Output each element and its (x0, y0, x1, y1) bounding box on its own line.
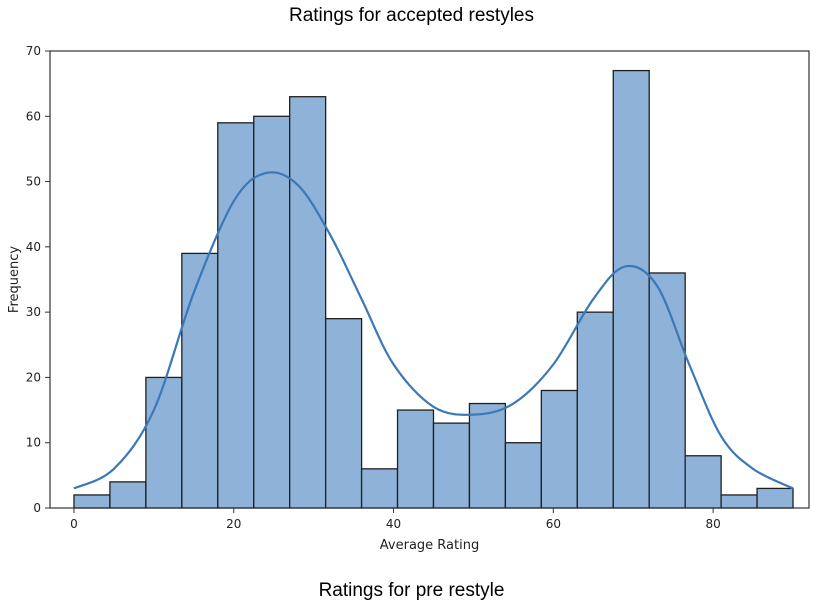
histogram-bar (720, 494, 758, 509)
histogram-bar (109, 481, 147, 509)
x-tick-label: 40 (386, 517, 401, 531)
histogram-bar (540, 389, 578, 509)
y-tick-label: 40 (26, 240, 41, 254)
histogram-bar (289, 96, 327, 509)
histogram-bar (432, 422, 471, 509)
x-tick-label: 80 (705, 517, 720, 531)
histogram-bar (181, 252, 219, 509)
y-axis: 0 10 20 30 40 50 60 70 (26, 44, 50, 515)
x-tick-label: 20 (226, 517, 241, 531)
y-tick-label: 70 (26, 44, 41, 58)
x-axis: 0 20 40 60 80 (70, 508, 721, 531)
kde-group (73, 171, 794, 490)
histogram-bar (360, 468, 399, 509)
y-tick-label: 10 (26, 436, 41, 450)
histogram-bar (324, 318, 363, 509)
kde-line (73, 171, 794, 490)
histogram-bar (576, 311, 614, 509)
chart-title-top: Ratings for accepted restyles (288, 5, 534, 26)
bottom-caption: Ratings for pre restyle (318, 580, 505, 601)
histogram-bar (468, 402, 507, 509)
histogram-bar (217, 122, 255, 509)
y-tick-label: 30 (26, 305, 41, 319)
x-axis-label: Average Rating (380, 538, 479, 553)
bars-group (73, 69, 794, 509)
histogram-bar (612, 69, 650, 509)
histogram-bar (73, 494, 111, 509)
histogram-bar (145, 376, 183, 509)
x-tick-label: 60 (546, 517, 561, 531)
histogram-bar (396, 409, 435, 509)
y-tick-label: 0 (33, 501, 41, 515)
histogram-bar (684, 455, 722, 509)
histogram-bar (504, 442, 543, 509)
plot-frame (49, 50, 810, 509)
x-tick-label: 0 (70, 517, 78, 531)
histogram-bar (756, 487, 794, 509)
y-tick-label: 50 (26, 175, 41, 189)
y-tick-label: 20 (26, 370, 41, 384)
y-tick-label: 60 (26, 109, 41, 123)
y-axis-label: Frequency (7, 246, 22, 313)
